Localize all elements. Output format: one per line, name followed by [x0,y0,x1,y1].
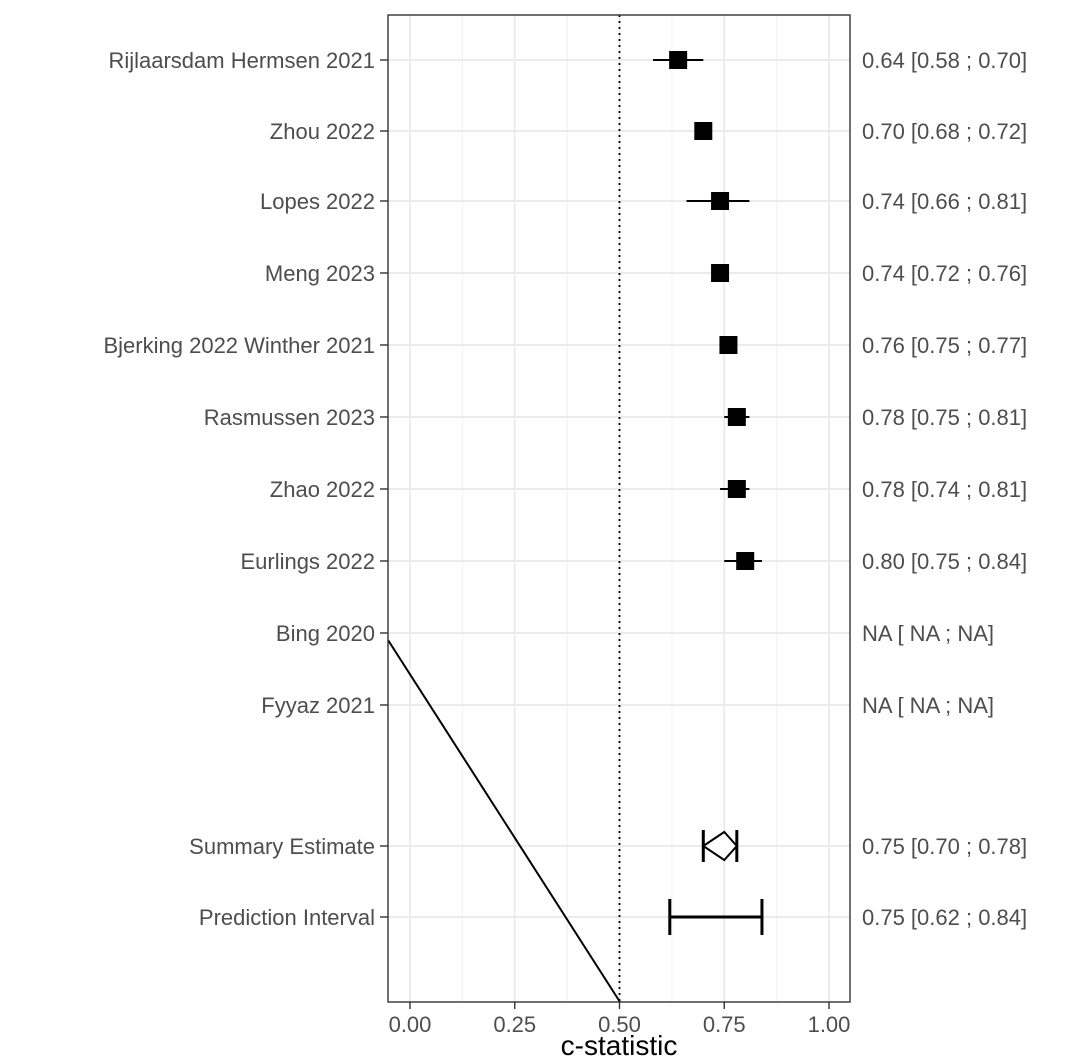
estimate-labels: 0.64 [0.58 ; 0.70] 0.70 [0.68 ; 0.72] 0.74… [862,48,1027,930]
estimate-text: 0.74 [0.72 ; 0.76] [862,261,1027,286]
study-label: Rijlaarsdam Hermsen 2021 [108,48,375,73]
point-estimate [727,480,746,498]
summary-diamond [701,830,739,862]
study-label: Zhao 2022 [270,477,375,502]
study-label: Meng 2023 [265,261,375,286]
summary-estimate-text: 0.75 [0.70 ; 0.78] [862,834,1027,859]
x-tick-label: 0.75 [703,1012,746,1037]
x-axis: 0.00 0.25 0.50 0.75 1.00 [389,1002,851,1037]
point-estimate [711,192,730,210]
estimate-text: 0.78 [0.75 ; 0.81] [862,405,1027,430]
study-label: Rasmussen 2023 [204,405,375,430]
estimate-text: 0.76 [0.75 ; 0.77] [862,333,1027,358]
study-label: Lopes 2022 [260,189,375,214]
point-estimate [719,336,738,354]
x-tick-label: 1.00 [808,1012,851,1037]
estimate-text: 0.78 [0.74 ; 0.81] [862,477,1027,502]
study-label: Fyyaz 2021 [261,693,375,718]
data-marks [653,51,764,935]
prediction-label: Prediction Interval [199,905,375,930]
x-tick-label: 0.25 [493,1012,536,1037]
x-axis-title: c-statistic [561,1030,678,1061]
x-tick-label: 0.50 [598,1012,641,1037]
estimate-text: 0.80 [0.75 ; 0.84] [862,549,1027,574]
estimate-text: 0.74 [0.66 ; 0.81] [862,189,1027,214]
x-tick-label: 0.00 [389,1012,432,1037]
estimate-text: NA [ NA ; NA] [862,621,994,646]
study-labels: Rijlaarsdam Hermsen 2021 Zhou 2022 Lopes 2… [104,48,388,930]
point-estimate [711,264,730,282]
estimate-text: NA [ NA ; NA] [862,693,994,718]
estimate-text: 0.64 [0.58 ; 0.70] [862,48,1027,73]
point-estimate [736,552,755,570]
estimate-text: 0.70 [0.68 ; 0.72] [862,119,1027,144]
study-label: Zhou 2022 [270,119,375,144]
prediction-estimate-text: 0.75 [0.62 ; 0.84] [862,905,1027,930]
summary-label: Summary Estimate [189,834,375,859]
point-estimate [694,122,713,140]
study-label: Eurlings 2022 [240,549,375,574]
point-estimate [727,408,746,426]
study-label: Bing 2020 [276,621,375,646]
diagonal-line [387,639,621,1003]
point-estimate [669,51,688,69]
study-label: Bjerking 2022 Winther 2021 [104,333,376,358]
